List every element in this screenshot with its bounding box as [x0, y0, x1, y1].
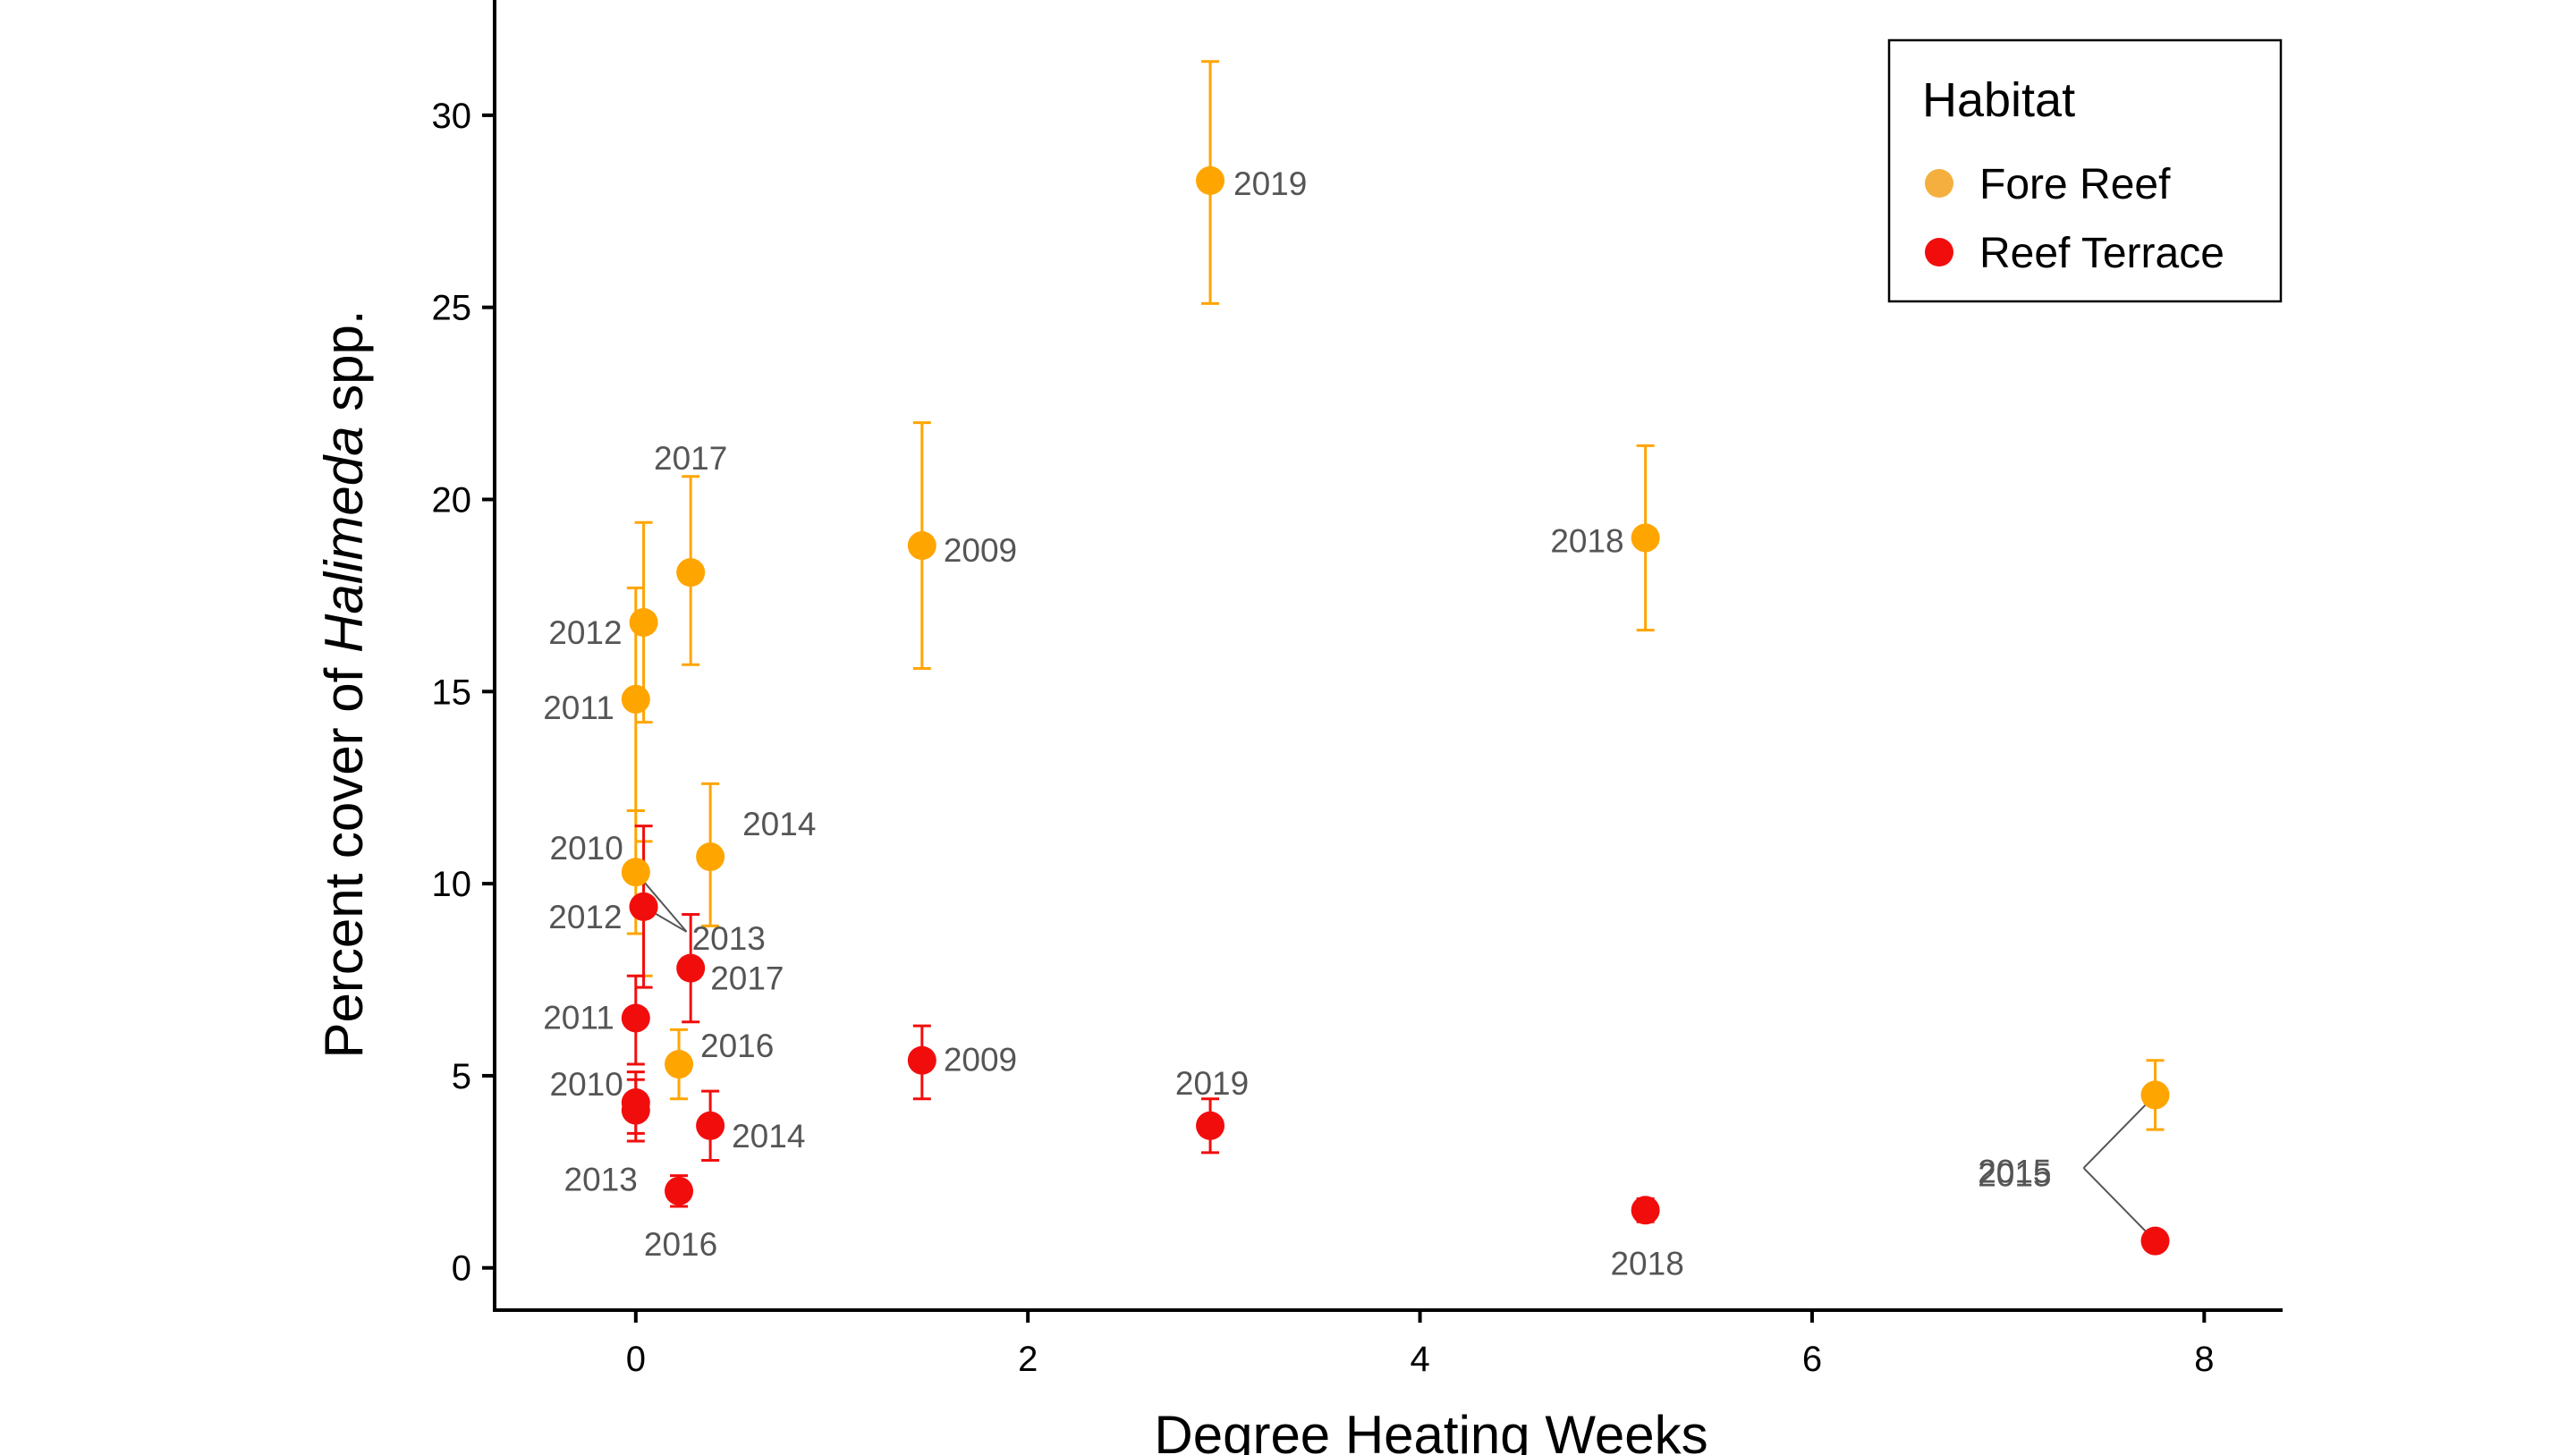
year-label-fore-reef-2013: 2013: [692, 920, 766, 957]
year-label-reef-terrace-2009: 2009: [944, 1042, 1017, 1079]
year-label-fore-reef-2015: 2015: [1978, 1153, 2051, 1189]
year-label-reef-terrace-2014: 2014: [732, 1118, 805, 1155]
x-tick-label: 2: [1018, 1340, 1038, 1379]
leader-line-2015: [2082, 1094, 2157, 1169]
point-reef-terrace-2015: [2140, 1226, 2170, 1256]
year-labels-group: 2009 2010 2011 2012 2013 2014 2015 2016 2017 2018…: [543, 165, 2051, 1282]
point-fore-reef-2018: [1631, 523, 1660, 553]
x-tick-label: 4: [1410, 1340, 1429, 1379]
y-axis-title-prefix: Percent cover of: [314, 653, 374, 1059]
year-label-reef-terrace-2018: 2018: [1610, 1245, 1683, 1282]
year-label-reef-terrace-2011: 2011: [543, 999, 614, 1036]
point-fore-reef-2019: [1196, 165, 1225, 195]
point-reef-terrace-2012: [629, 892, 658, 921]
point-reef-terrace-2017: [676, 953, 706, 983]
year-label-reef-terrace-2013: 2013: [564, 1162, 638, 1198]
year-label-reef-terrace-2012: 2012: [548, 899, 622, 935]
y-tick-label: 20: [432, 481, 472, 520]
year-label-fore-reef-2016: 2016: [700, 1028, 774, 1064]
year-label-reef-terrace-2019: 2019: [1175, 1065, 1249, 1102]
year-label-fore-reef-2019: 2019: [1233, 165, 1307, 202]
point-reef-terrace-2009: [907, 1045, 936, 1075]
y-tick-label: 30: [432, 97, 472, 136]
x-tick-label: 8: [2194, 1340, 2214, 1379]
year-label-fore-reef-2009: 2009: [944, 532, 1017, 569]
point-fore-reef-2015: [2140, 1080, 2170, 1110]
year-label-fore-reef-2014: 2014: [742, 806, 816, 842]
point-reef-terrace-2011: [621, 1003, 650, 1033]
year-label-fore-reef-2010: 2010: [550, 830, 623, 867]
y-axis-title: Percent cover of Halimeda spp.: [314, 309, 374, 1058]
point-fore-reef-2014: [696, 842, 725, 872]
legend: Habitat Fore Reef Reef Terrace: [1887, 38, 2283, 303]
label-leader-lines: [635, 871, 2157, 1242]
point-fore-reef-2011: [621, 684, 650, 714]
x-tick-label: 0: [626, 1340, 646, 1379]
year-label-fore-reef-2018: 2018: [1550, 522, 1623, 559]
legend-swatch-reef-terrace: [1925, 238, 1953, 266]
point-fore-reef-2017: [676, 558, 706, 588]
y-tick-label: 10: [432, 865, 472, 904]
point-reef-terrace-2016: [665, 1176, 694, 1205]
point-fore-reef-2012: [629, 607, 658, 637]
axis-lines: [493, 0, 2283, 1312]
point-fore-reef-2010: [621, 858, 650, 887]
ticks-group: 0 2 4 6 8 0 5 10 15 20 25 30: [432, 97, 2215, 1379]
point-reef-terrace-2013: [621, 1095, 650, 1125]
legend-label-fore-reef: Fore Reef: [1979, 161, 2171, 208]
x-axis-title: Degree Heating Weeks: [1154, 1405, 1707, 1455]
year-label-reef-terrace-2017: 2017: [710, 960, 784, 997]
axes-group: [493, 0, 2283, 1312]
leader-line-2015: [2082, 1167, 2157, 1242]
y-tick-label: 25: [432, 289, 472, 328]
point-reef-terrace-2019: [1196, 1111, 1225, 1140]
legend-title: Habitat: [1922, 73, 2075, 127]
year-label-fore-reef-2017: 2017: [654, 440, 727, 477]
year-label-reef-terrace-2015: 2015: [1978, 1157, 2051, 1194]
legend-swatch-fore-reef: [1925, 169, 1953, 198]
y-tick-label: 5: [452, 1057, 471, 1096]
y-tick-label: 0: [452, 1249, 471, 1289]
legend-box: [1887, 38, 2283, 303]
legend-label-reef-terrace: Reef Terrace: [1979, 230, 2224, 277]
point-fore-reef-2009: [907, 531, 936, 561]
y-axis-title-suffix: spp.: [314, 309, 374, 426]
point-reef-terrace-2018: [1631, 1196, 1660, 1225]
point-fore-reef-2016: [665, 1050, 694, 1079]
year-label-reef-terrace-2010: 2010: [550, 1066, 623, 1103]
data-points-group: [621, 165, 2170, 1256]
year-label-fore-reef-2012: 2012: [548, 614, 622, 651]
point-reef-terrace-2014: [696, 1111, 725, 1140]
y-tick-label: 15: [432, 673, 472, 712]
x-tick-label: 6: [1802, 1340, 1822, 1379]
y-axis-title-genus: Halimeda: [314, 427, 374, 653]
year-label-fore-reef-2011: 2011: [543, 689, 614, 726]
year-label-reef-terrace-2016: 2016: [644, 1226, 717, 1263]
